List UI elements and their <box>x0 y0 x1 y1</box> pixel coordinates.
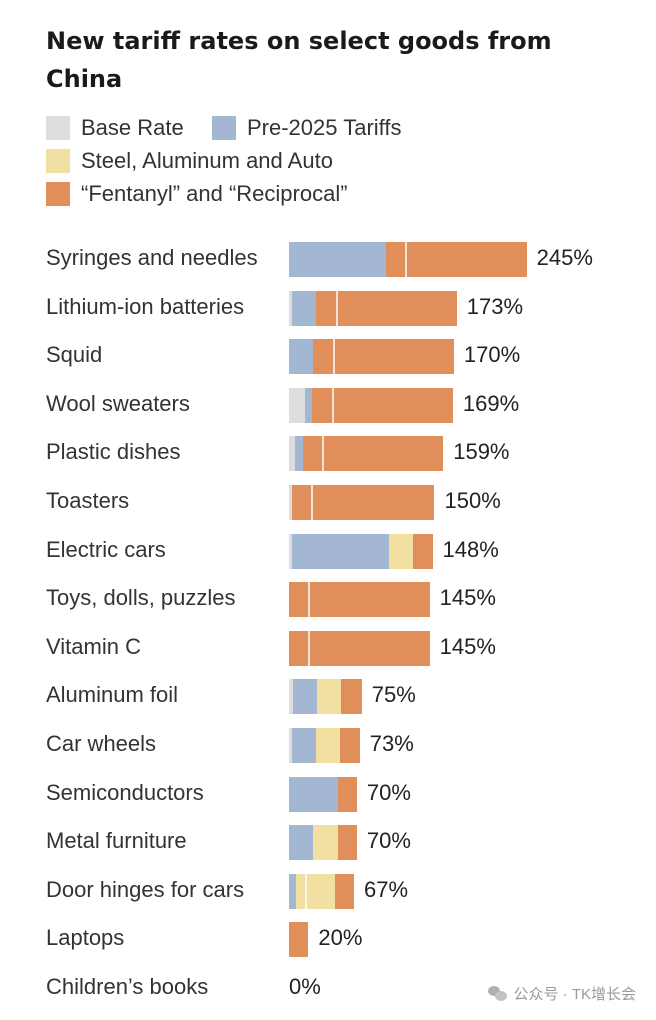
bar-segment-fentanyl-and-reciprocal <box>340 728 360 763</box>
total-label: 173% <box>466 293 524 319</box>
category-label: Wool sweaters <box>46 390 190 416</box>
category-label: Metal furniture <box>46 828 187 854</box>
bar-segment-pre-2025-tariffs <box>289 242 386 277</box>
category-label: Aluminum foil <box>46 682 179 708</box>
bar-divider <box>335 290 338 326</box>
total-label: 145% <box>439 633 496 659</box>
category-label: Laptops <box>46 925 125 951</box>
legend-item-fentanyl-reciprocal: “Fentanyl” and “Reciprocal” <box>46 181 348 207</box>
bar-segment-fentanyl-and-reciprocal <box>302 436 444 472</box>
bar-divider <box>311 485 314 520</box>
bar-segment-base-rate <box>289 679 293 715</box>
category-label: Car wheels <box>46 731 157 756</box>
category-label: Semiconductors <box>46 779 204 805</box>
category-label: Door hinges for cars <box>46 876 245 902</box>
legend-label-pre-2025-tariffs: Pre-2025 Tariffs <box>247 115 402 140</box>
total-label: 67% <box>363 876 409 902</box>
bar-segment-base-rate <box>289 387 305 423</box>
category-label: Children’s books <box>46 974 209 999</box>
legend-label-steel-aluminum-auto: Steel, Aluminum and Auto <box>81 148 333 173</box>
bar-divider <box>308 582 311 618</box>
category-label: Toasters <box>46 488 130 513</box>
category-label: Lithium-ion batteries <box>46 293 245 319</box>
bar-segment-fentanyl-and-reciprocal <box>337 776 357 812</box>
legend-swatch-fentanyl-reciprocal <box>46 182 70 206</box>
legend-label-base-rate: Base Rate <box>81 115 184 140</box>
bar-segment-fentanyl-and-reciprocal <box>291 485 435 520</box>
bar-segment-pre-2025-tariffs <box>289 776 338 812</box>
total-label: 0% <box>289 974 321 999</box>
bar-segment-pre-2025-tariffs <box>289 825 314 861</box>
legend-item-pre-2025-tariffs: Pre-2025 Tariffs <box>212 115 402 141</box>
bar-segment-fentanyl-and-reciprocal <box>386 242 527 277</box>
bar-segment-steel-aluminum-and-auto <box>313 825 338 861</box>
bar-segment-fentanyl-and-reciprocal <box>289 630 430 666</box>
category-label: Plastic dishes <box>46 439 181 465</box>
bar-segment-steel-aluminum-and-auto <box>295 873 335 909</box>
category-label: Electric cars <box>46 536 166 562</box>
bar-segment-pre-2025-tariffs <box>291 728 317 763</box>
total-label: 70% <box>366 828 411 854</box>
bar-divider <box>405 242 408 277</box>
bar-segment-fentanyl-and-reciprocal <box>413 533 433 569</box>
bar-segment-steel-aluminum-and-auto <box>317 679 342 715</box>
total-label: 169% <box>462 390 520 416</box>
bar-segment-base-rate <box>289 533 292 569</box>
bar-segment-fentanyl-and-reciprocal <box>316 290 457 326</box>
bar-segment-fentanyl-and-reciprocal <box>334 873 354 909</box>
bar-segment-fentanyl-and-reciprocal <box>289 582 430 618</box>
bar-divider <box>321 436 324 472</box>
bar-segment-pre-2025-tariffs <box>294 436 303 472</box>
total-label: 148% <box>442 536 499 562</box>
bar-segment-pre-2025-tariffs <box>291 290 317 326</box>
bar-segment-pre-2025-tariffs <box>289 339 314 375</box>
total-label: 159% <box>453 439 510 465</box>
bar-segment-steel-aluminum-and-auto <box>388 533 414 569</box>
bar-segment-base-rate <box>289 728 292 763</box>
bar-divider <box>305 873 308 909</box>
category-label: Squid <box>46 342 103 368</box>
bar-segment-pre-2025-tariffs <box>292 679 318 715</box>
total-label: 145% <box>439 585 496 611</box>
bar-segment-fentanyl-and-reciprocal <box>289 922 309 958</box>
bar-segment-pre-2025-tariffs <box>291 533 389 569</box>
category-label: Toys, dolls, puzzles <box>46 585 236 611</box>
watermark-text: 公众号 · TK增长会 <box>513 986 637 1003</box>
legend-swatch-steel-aluminum-auto <box>46 149 70 173</box>
bar-divider <box>332 339 335 375</box>
total-label: 20% <box>318 925 363 951</box>
bar-segment-pre-2025-tariffs <box>289 873 296 909</box>
total-label: 73% <box>369 731 414 756</box>
total-label: 70% <box>366 779 411 805</box>
total-label: 170% <box>463 342 521 368</box>
bar-divider <box>308 630 311 666</box>
legend-item-steel-aluminum-auto: Steel, Aluminum and Auto <box>46 148 333 174</box>
bar-segment-base-rate <box>289 290 292 326</box>
bar-segment-fentanyl-and-reciprocal <box>337 825 357 861</box>
bar-segment-pre-2025-tariffs <box>304 387 313 423</box>
legend-swatch-pre-2025-tariffs <box>212 116 236 140</box>
category-label: Vitamin C <box>46 633 141 659</box>
legend-swatch-base-rate <box>46 116 70 140</box>
bar-segment-fentanyl-and-reciprocal <box>341 679 362 715</box>
bar-segment-fentanyl-and-reciprocal <box>313 339 454 375</box>
watermark: 公众号 · TK增长会 <box>487 983 637 1004</box>
chart-title: New tariff rates on select goods from Ch… <box>46 27 552 93</box>
total-label: 245% <box>536 245 593 270</box>
bar-segment-steel-aluminum-and-auto <box>316 728 341 763</box>
bar-segment-base-rate <box>289 436 295 472</box>
bar-segment-fentanyl-and-reciprocal <box>312 387 453 423</box>
legend-item-base-rate: Base Rate <box>46 115 184 141</box>
category-label: Syringes and needles <box>46 245 258 270</box>
total-label: 150% <box>444 488 501 513</box>
legend-label-fentanyl-reciprocal: “Fentanyl” and “Reciprocal” <box>81 181 348 206</box>
total-label: 75% <box>371 682 416 708</box>
bar-segment-base-rate <box>289 485 292 520</box>
wechat-icon <box>487 985 508 1002</box>
bar-divider <box>331 387 334 423</box>
